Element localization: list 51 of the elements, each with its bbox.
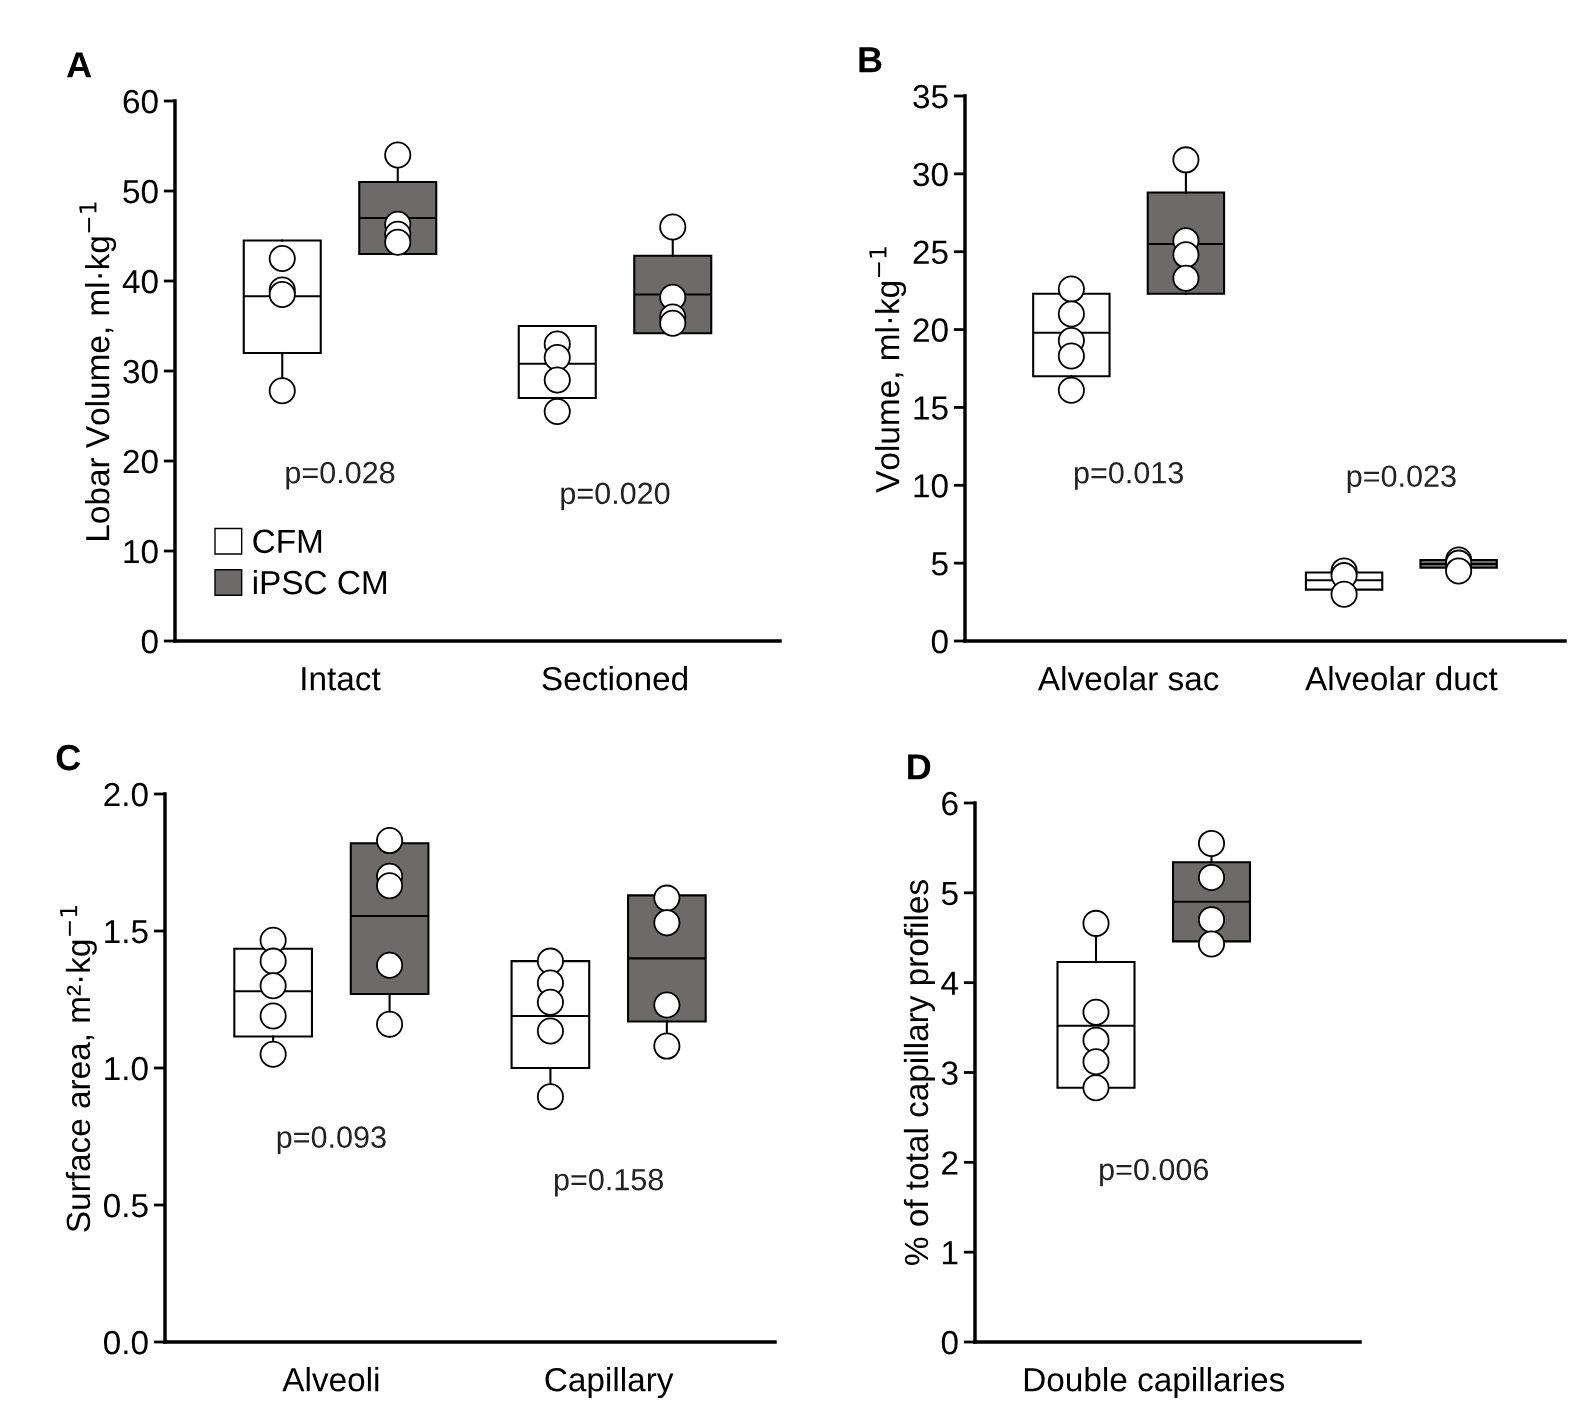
y-tick-label: 1.5	[105, 920, 148, 944]
annotation: p=0.006	[1100, 1158, 1209, 1187]
y-tick-label: 0.0	[104, 1330, 148, 1355]
y-tick-label: 6	[942, 791, 958, 816]
x-tick-label: Alveolar sac	[1037, 666, 1219, 691]
chart-title: D	[908, 754, 931, 780]
y-axis-title: % of total capillary profiles	[903, 880, 935, 1265]
y-tick-label: 0.5	[104, 1193, 148, 1218]
y-tick-label: 5	[931, 552, 948, 576]
y-tick-label: 2	[942, 1151, 958, 1175]
x-tick-label: Double capillaries	[1024, 1367, 1285, 1399]
y-tick-label: 25	[913, 240, 948, 265]
y-tick-label: 1.0	[105, 1056, 148, 1081]
y-tick-label: 1	[943, 1241, 958, 1265]
x-tick-label: Capillary	[545, 1367, 674, 1399]
y-axis-title: Volume, ml·kg$^{−1}$	[869, 247, 907, 493]
chart-title: B	[859, 47, 882, 73]
y-tick-label: 60	[123, 89, 158, 114]
y-tick-label: 10	[914, 474, 948, 498]
y-tick-label: 3	[941, 1061, 958, 1085]
legend-label: iPSC CM	[253, 569, 386, 595]
y-tick-label: 40	[122, 269, 158, 294]
y-tick-label: 0	[141, 629, 158, 654]
x-tick-label: Alveolar duct	[1305, 666, 1498, 691]
y-axis-title: Lobar Volume, ml·kg$^{−1}$	[79, 202, 117, 540]
annotation: p=0.028	[286, 461, 395, 490]
y-tick-label: 0	[931, 629, 948, 654]
y-tick-label: 35	[913, 84, 948, 109]
y-tick-label: 20	[913, 318, 948, 342]
y-tick-label: 2.0	[104, 782, 148, 807]
y-tick-label: 15	[914, 396, 948, 420]
annotation: p=0.023	[1347, 465, 1456, 494]
x-tick-label: Sectioned	[542, 666, 687, 691]
annotation: p=0.020	[561, 482, 670, 511]
y-axis-title: Surface area, m²·kg$^{−1}$	[60, 906, 97, 1232]
y-tick-label: 0	[941, 1330, 958, 1355]
y-tick-label: 10	[124, 539, 158, 564]
annotation: p=0.013	[1074, 461, 1183, 490]
x-tick-label: Intact	[302, 667, 381, 691]
y-tick-label: 5	[941, 881, 958, 906]
y-tick-label: 50	[123, 179, 158, 204]
legend-label: CFM	[253, 529, 322, 554]
annotation: p=0.158	[554, 1168, 663, 1197]
x-tick-label: Alveoli	[282, 1367, 379, 1392]
annotation: p=0.093	[277, 1126, 386, 1155]
chart-title: A	[67, 52, 92, 78]
y-tick-label: 30	[913, 162, 948, 187]
chart-title: C	[56, 744, 81, 771]
y-tick-label: 20	[123, 449, 158, 474]
y-tick-label: 30	[123, 359, 158, 384]
y-tick-label: 4	[941, 971, 959, 995]
